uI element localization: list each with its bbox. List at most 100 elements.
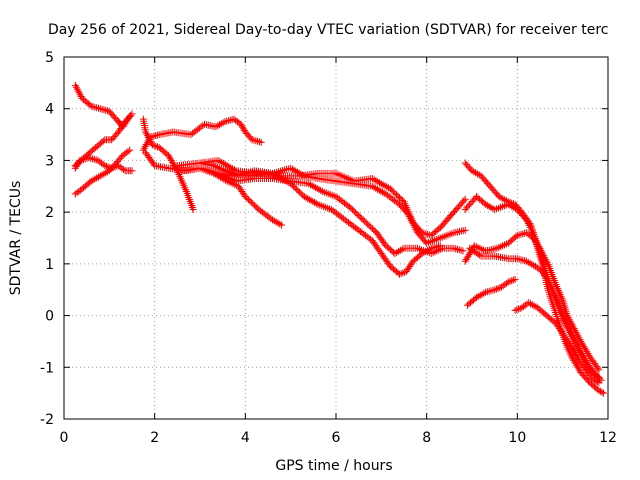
- data-marker-run: [468, 167, 483, 179]
- y-tick-label: 0: [45, 309, 54, 325]
- data-marker-run: [373, 229, 389, 248]
- data-marker-run: [454, 197, 468, 211]
- data-marker-run: [586, 379, 601, 393]
- data-marker-run: [427, 225, 443, 239]
- y-tick-label: 4: [45, 102, 54, 118]
- data-point: [128, 167, 136, 175]
- data-marker-run: [418, 245, 433, 257]
- data-marker-run: [522, 229, 535, 241]
- data-marker-run: [559, 330, 575, 349]
- data-marker-run: [255, 206, 275, 223]
- data-marker-run: [543, 312, 558, 326]
- data-marker-run: [83, 145, 98, 159]
- data-series: [71, 81, 607, 397]
- data-marker-run: [590, 376, 601, 386]
- data-marker-run: [368, 237, 384, 256]
- series-track-17: [511, 299, 603, 387]
- data-marker-run: [359, 216, 379, 235]
- data-marker-run: [332, 193, 352, 210]
- data-marker-run: [504, 233, 520, 247]
- data-marker-run: [114, 119, 128, 136]
- data-marker-run: [552, 294, 566, 315]
- series-track-9: [196, 156, 469, 239]
- data-marker-run: [495, 193, 510, 205]
- data-marker-run: [71, 81, 85, 100]
- data-marker-run: [148, 141, 161, 151]
- y-tick-label: 1: [45, 257, 54, 273]
- data-marker-run: [450, 227, 467, 237]
- x-tick-label: 12: [599, 430, 617, 446]
- data-marker-run: [287, 180, 307, 199]
- data-marker-run: [568, 330, 584, 354]
- data-marker-run: [341, 216, 361, 233]
- data-marker-run: [382, 190, 402, 207]
- data-marker-run: [223, 177, 241, 189]
- data-marker-run: [155, 144, 171, 158]
- x-tick-label: 6: [332, 430, 341, 446]
- data-marker-run: [139, 135, 153, 154]
- data-marker-run: [368, 182, 388, 197]
- data-marker-run: [121, 111, 135, 126]
- data-point: [436, 242, 444, 250]
- data-marker-run: [575, 356, 590, 375]
- data-marker-run: [409, 219, 425, 235]
- x-tick-label: 8: [422, 430, 431, 446]
- data-marker-run: [332, 169, 356, 184]
- data-marker-run: [525, 299, 540, 311]
- data-marker-run: [568, 343, 582, 362]
- data-marker-run: [241, 128, 255, 142]
- data-point: [595, 379, 603, 387]
- data-marker-run: [169, 128, 193, 138]
- data-marker-run: [112, 153, 126, 167]
- data-marker-run: [78, 178, 94, 193]
- data-marker-run: [498, 279, 511, 291]
- data-marker-run: [187, 122, 207, 139]
- data-marker-run: [563, 312, 577, 331]
- data-marker-run: [570, 325, 584, 344]
- x-tick-label: 0: [60, 430, 69, 446]
- data-marker-run: [491, 201, 510, 214]
- data-marker-run: [529, 234, 543, 251]
- data-marker-run: [391, 245, 406, 257]
- data-marker-run: [105, 107, 121, 124]
- data-marker-run: [473, 289, 488, 301]
- data-point: [511, 275, 519, 283]
- data-marker-run: [559, 309, 575, 336]
- data-marker-run: [538, 268, 552, 284]
- data-marker-run: [436, 230, 456, 242]
- data-marker-run: [577, 337, 593, 359]
- data-marker-run: [491, 252, 510, 262]
- data-point: [278, 221, 286, 229]
- y-tick-label: -1: [40, 360, 54, 376]
- series-track-2: [71, 146, 134, 198]
- data-marker-run: [108, 130, 121, 144]
- data-marker-run: [504, 200, 519, 212]
- data-marker-run: [586, 363, 602, 380]
- data-marker-run: [119, 147, 132, 159]
- data-marker-run: [477, 172, 493, 189]
- data-marker-run: [142, 149, 157, 168]
- data-point: [128, 110, 136, 118]
- data-marker-run: [584, 369, 597, 383]
- data-point: [599, 389, 607, 397]
- x-tick-label: 10: [508, 430, 526, 446]
- data-marker-run: [491, 284, 504, 294]
- data-marker-run: [386, 185, 406, 204]
- y-tick-label: -2: [40, 412, 54, 428]
- data-marker-run: [445, 204, 461, 221]
- x-tick-label: 2: [150, 430, 159, 446]
- data-marker-run: [532, 262, 545, 274]
- data-marker-run: [92, 137, 107, 151]
- data-point: [461, 195, 469, 203]
- data-marker-run: [466, 244, 483, 259]
- data-marker-run: [78, 94, 94, 109]
- data-marker-run: [513, 206, 529, 222]
- data-marker-run: [436, 215, 452, 232]
- data-marker-run: [114, 162, 127, 173]
- data-marker-run: [545, 278, 559, 299]
- x-axis-label: GPS time / hours: [275, 458, 392, 474]
- data-marker-run: [493, 240, 510, 252]
- data-marker-run: [568, 353, 584, 375]
